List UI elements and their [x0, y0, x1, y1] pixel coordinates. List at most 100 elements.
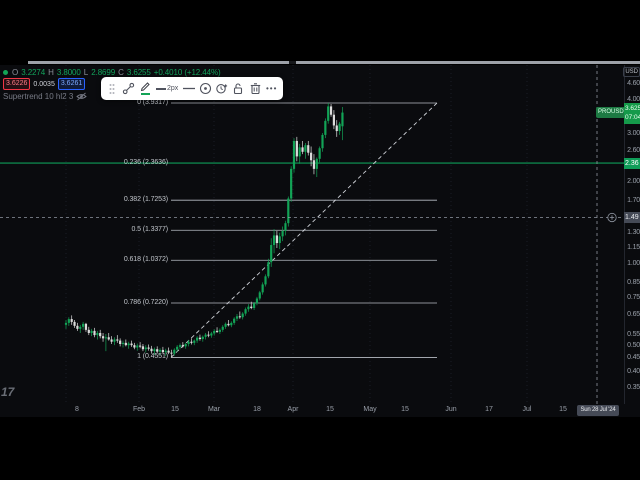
- candle-body: [261, 284, 264, 293]
- candle-body: [158, 349, 162, 352]
- time-tick-label: 18: [253, 406, 261, 413]
- fib-level-label: 1 (0.4551): [137, 353, 168, 361]
- line-style-button[interactable]: [181, 80, 196, 97]
- candle-body: [272, 235, 276, 246]
- price-tick-label: 3.00: [627, 130, 640, 138]
- candle-body: [247, 306, 250, 310]
- eye-hidden-icon[interactable]: [76, 92, 87, 101]
- time-tick-label: Feb: [132, 406, 146, 413]
- candle-body: [127, 343, 130, 346]
- bid-button[interactable]: 3.6226: [3, 78, 31, 90]
- candle-body: [173, 349, 176, 354]
- candle-body: [270, 245, 273, 263]
- pencil-color-swatch: [140, 93, 150, 95]
- anchor-points-icon[interactable]: [122, 80, 137, 97]
- candle-body: [150, 348, 153, 352]
- fib-level-label: 0.618 (1.0372): [123, 256, 168, 264]
- price-tick-label: 0.50: [627, 341, 640, 349]
- dot-circle-icon[interactable]: [198, 80, 213, 97]
- last-price-value: 3.6255: [625, 104, 640, 112]
- candle-body: [250, 306, 253, 308]
- color-pencil-icon[interactable]: [138, 80, 153, 97]
- currency-toggle-button[interactable]: USD: [623, 67, 640, 77]
- alert-price-badge: 2.36: [624, 157, 640, 169]
- candle-body: [96, 332, 99, 336]
- open-label: O: [12, 67, 19, 77]
- price-tick-label: 2.00: [627, 178, 640, 186]
- price-axis[interactable]: USD 4.60 4.00 3.00 2.60 2.00 1.70 1.30 1.15 1.00…: [623, 65, 640, 404]
- drawing-toolbar: 2px: [101, 77, 283, 100]
- fib-level-label: 0.382 (1.7253): [123, 196, 168, 204]
- fib-level-label: 0.786 (0.7220): [123, 298, 168, 306]
- lock-icon[interactable]: [231, 80, 246, 97]
- candle-body: [213, 330, 216, 334]
- price-tick-label: 0.35: [627, 383, 640, 391]
- ask-button[interactable]: 3.6261: [57, 78, 86, 90]
- ohlc-row: O 3.2274 H 3.8000 L 2.8699 C 3.6255 +0.4010 …: [3, 66, 221, 78]
- candle-body: [307, 145, 310, 153]
- alert-clock-icon[interactable]: [215, 80, 230, 97]
- video-progress-bar[interactable]: [28, 61, 640, 64]
- candle-body: [267, 262, 270, 277]
- indicator-title[interactable]: Supertrend 10 hl2 3: [3, 91, 74, 101]
- candle-body: [124, 342, 127, 346]
- candle-body: [221, 326, 224, 330]
- candle-body: [121, 342, 125, 345]
- candle-body: [156, 349, 159, 352]
- toolbar-drag-handle[interactable]: [105, 80, 120, 97]
- open-value: 3.2274: [21, 67, 46, 77]
- candle-body: [99, 332, 102, 337]
- high-value: 3.8000: [56, 67, 81, 77]
- chart-pane[interactable]: 0 (3.9317) 0.236 (2.3636) 0.382 (1.7253) 0.…: [0, 65, 624, 404]
- letterbox-bottom: [0, 417, 640, 480]
- crosshair-price-badge: 1.49: [624, 211, 640, 223]
- candle-body: [136, 345, 139, 348]
- price-tick-label: 0.45: [627, 354, 640, 362]
- candle-body: [258, 292, 261, 299]
- fib-level-label: 0.236 (2.3636): [123, 159, 168, 167]
- candle-body: [281, 230, 284, 237]
- time-axis[interactable]: Sun 28 Jul '24 8 Feb 15 Mar 18 Apr 15 May 15 Jun 1…: [0, 404, 640, 417]
- candle-body: [327, 106, 330, 121]
- trash-icon[interactable]: [248, 80, 263, 97]
- last-price-badge: 3.6255 07:04: [624, 102, 640, 124]
- more-options-label: •••: [265, 84, 278, 93]
- candle-body: [321, 134, 324, 149]
- candle-body: [139, 345, 142, 347]
- line-width-button[interactable]: 2px: [155, 80, 180, 97]
- candle-body: [278, 236, 281, 244]
- fib-trend-line[interactable]: [170, 102, 438, 358]
- candle-body: [341, 112, 344, 127]
- candlestick-chart-canvas[interactable]: [0, 65, 624, 404]
- candle-body: [82, 323, 85, 327]
- price-tick-label: 4.60: [627, 79, 640, 87]
- price-tick-label: 2.60: [627, 147, 640, 155]
- candle-body: [224, 323, 227, 327]
- price-tick-label: 0.55: [627, 330, 640, 338]
- candle-body: [113, 339, 116, 342]
- fib-level-label: 0 (3.9317): [137, 99, 168, 106]
- time-tick-label: May: [363, 406, 377, 413]
- candle-body: [144, 347, 147, 350]
- candle-body: [76, 325, 79, 329]
- candle-body: [130, 343, 133, 346]
- candle-body: [79, 326, 82, 329]
- candle-body: [324, 120, 327, 135]
- candle-body: [184, 344, 187, 347]
- candle-body: [161, 349, 164, 353]
- time-tick-label: 17: [485, 406, 493, 413]
- indicator-row: Supertrend 10 hl2 3: [3, 90, 221, 102]
- candle-body: [198, 337, 202, 340]
- candle-body: [193, 340, 196, 343]
- fib-level-label: 0.5 (1.3377): [131, 226, 168, 234]
- candle-body: [295, 140, 298, 157]
- symbol-price-tag: PROUSDT: [596, 107, 630, 119]
- candle-body: [284, 223, 287, 231]
- more-options-button[interactable]: •••: [264, 80, 279, 97]
- candle-body: [196, 337, 199, 341]
- bar-close-countdown: 07:04: [625, 113, 640, 121]
- candle-body: [119, 340, 122, 345]
- candle-body: [181, 345, 184, 347]
- time-tick-label: 15: [171, 406, 179, 413]
